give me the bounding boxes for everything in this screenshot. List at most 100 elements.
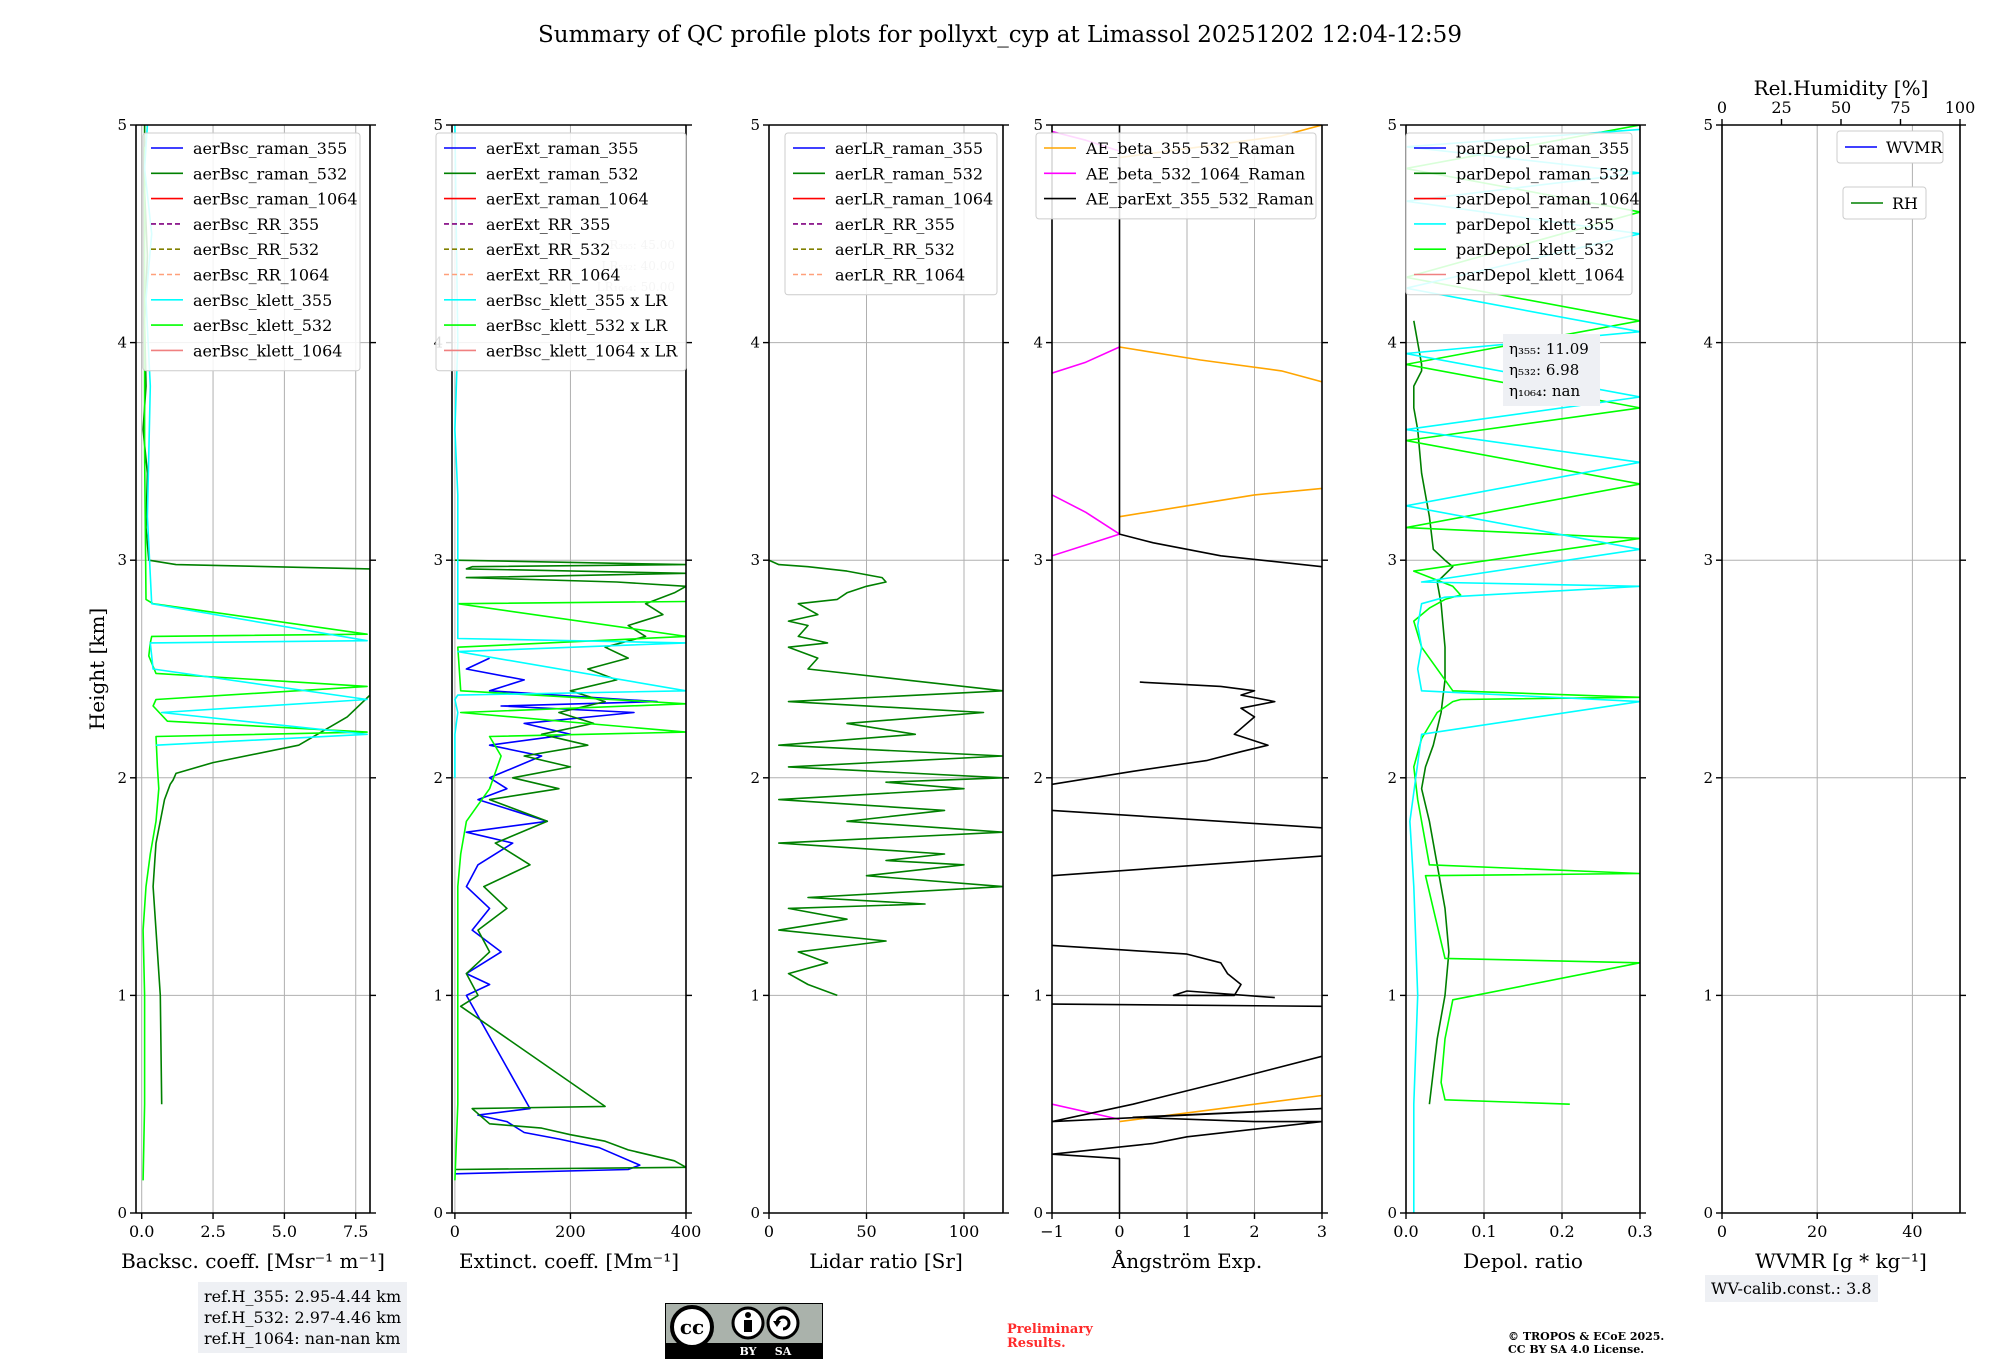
y-tick-label: 4 [1703,334,1713,352]
legend-label: parDepol_klett_1064 [1456,266,1625,285]
series-line-AE_beta_355_532_Raman [1119,125,1322,1123]
panel-wv: 0 20 40 0 1 2 3 4 5 WVMR [g * kg⁻¹] 0 25 50 75 100 Rel.… [1703,76,1975,1273]
x-tick-label: 5.0 [272,1222,297,1241]
series-group [454,125,686,1181]
y-tick-label: 0 [1703,1204,1713,1222]
x-tick-label: 0 [1717,1222,1727,1241]
series-line-aerExt_raman_532 [454,559,686,1171]
y-tick-label: 0 [750,1204,760,1222]
preliminary-line-1: Preliminary [1007,1322,1093,1337]
preliminary-note: Preliminary Results. [1007,1323,1093,1351]
x-tick-label: 100 [949,1222,980,1241]
legend-label: aerLR_RR_532 [835,240,955,259]
series-line-aerBsc_raman_532 [142,125,370,1105]
cc-mark: cc [680,1315,704,1339]
y-tick-label: 1 [117,986,127,1004]
legend-label: aerExt_RR_355 [486,215,610,234]
x-tick-label: 0.3 [1627,1222,1652,1241]
x-axis-label: WVMR [g * kg⁻¹] [1755,1249,1927,1273]
y-tick-label: 1 [750,986,760,1004]
y-tick-label: 4 [1387,334,1397,352]
x-tick-label: 0.0 [1393,1222,1418,1241]
y-tick-label: 3 [433,551,443,569]
x-tick-label: 0 [450,1222,460,1241]
legend-box [1035,132,1317,220]
y-tick-label: 0 [117,1204,127,1222]
y-tick-label: 5 [1033,116,1043,134]
eta-annotation: η₁₀₆₄: nan [1509,382,1580,400]
legend-rh-label: RH [1892,194,1918,213]
legend-label: aerLR_raman_1064 [835,190,993,209]
cc-by-label: BY [740,1345,757,1358]
y-tick-label: 5 [433,116,443,134]
legend-rh-box [1842,186,1927,220]
legend-box [1405,132,1633,296]
legend-label: aerLR_raman_532 [835,164,983,183]
y-tick-label: 2 [1033,769,1043,787]
series-line-aerLR_raman_532 [769,559,1003,997]
top-x-tick-label: 75 [1890,98,1910,117]
legend-label: aerBsc_klett_355 [193,291,332,310]
series-line-parDepol_klett_532 [1406,125,1640,1105]
copyright-line-1: © TROPOS & ECoE 2025. [1508,1330,1665,1343]
y-tick-label: 2 [750,769,760,787]
legend-label: AE_beta_532_1064_Raman [1085,164,1305,183]
series-group [769,559,1003,997]
legend-label: parDepol_raman_1064 [1456,190,1640,209]
x-axis-label: Lidar ratio [Sr] [809,1249,963,1273]
legend-label: aerBsc_raman_1064 [193,190,358,209]
y-tick-label: 2 [433,769,443,787]
eta-annotation: η₃₅₅: 11.09 [1509,340,1589,358]
top-x-tick-label: 100 [1945,98,1976,117]
x-tick-label: 2.5 [200,1222,225,1241]
legend-box [142,132,361,372]
y-tick-label: 1 [1033,986,1043,1004]
top-x-tick-label: 0 [1717,98,1727,117]
panel-bsc: 0.0 2.5 5.0 7.5 0 1 2 3 4 5 Backsc. coeff. [Msr⁻¹ … [85,116,385,1273]
x-tick-label: 7.5 [343,1222,368,1241]
ref-line-355: ref.H_355: 2.95-4.44 km [204,1287,402,1306]
top-x-tick-label: 25 [1771,98,1791,117]
legend-label: parDepol_raman_355 [1456,139,1629,158]
y-tick-label: 1 [1703,986,1713,1004]
x-tick-label: 0.1 [1471,1222,1496,1241]
legend-label: parDepol_raman_532 [1456,164,1629,183]
wv-calibration-box: WV-calib.const.: 3.8 [1705,1275,1878,1302]
y-tick-label: 4 [117,334,127,352]
legend-box [784,132,998,296]
y-tick-label: 5 [1703,116,1713,134]
legend-label: aerBsc_raman_532 [193,164,347,183]
series-line-aerBsc_klett_355 x LR [454,125,686,778]
y-tick-label: 3 [1387,551,1397,569]
legend-label: aerBsc_klett_1064 x LR [486,341,678,360]
x-tick-label: 40 [1902,1222,1922,1241]
top-x-tick-label: 50 [1831,98,1851,117]
legend-label: aerBsc_RR_1064 [193,266,329,285]
legend-label: AE_beta_355_532_Raman [1085,139,1295,158]
x-axis-label: Depol. ratio [1463,1249,1583,1273]
y-tick-label: 2 [1703,769,1713,787]
y-tick-label: 3 [1033,551,1043,569]
legend-label: AE_parExt_355_532_Raman [1085,190,1314,209]
legend-label: aerBsc_klett_532 [193,316,332,335]
y-axis-label: Height [km] [85,608,109,730]
x-tick-label: 20 [1807,1222,1827,1241]
eta-box [1503,334,1600,406]
x-axis-label: Ångström Exp. [1111,1248,1262,1273]
series-line-aerBsc_klett_532 x LR [454,600,686,1181]
legend-label: aerExt_raman_532 [486,164,639,183]
figure-title: Summary of QC profile plots for pollyxt_… [538,22,1462,48]
legend-label: parDepol_klett_355 [1456,215,1614,234]
eta-annotation: η₅₃₂: 6.98 [1509,361,1579,379]
x-tick-label: 0 [764,1222,774,1241]
x-tick-label: −1 [1040,1222,1064,1241]
cc-by-sa-logo: cc BY SA [665,1303,823,1359]
legend-label: aerBsc_RR_355 [193,215,319,234]
y-tick-label: 0 [1387,1204,1397,1222]
y-tick-label: 5 [1387,116,1397,134]
legend-label: aerBsc_klett_532 x LR [486,316,668,335]
legend-wvmr-label: WVMR [1886,138,1943,157]
ref-line-532: ref.H_532: 2.97-4.46 km [204,1308,402,1327]
y-tick-label: 2 [1387,769,1397,787]
